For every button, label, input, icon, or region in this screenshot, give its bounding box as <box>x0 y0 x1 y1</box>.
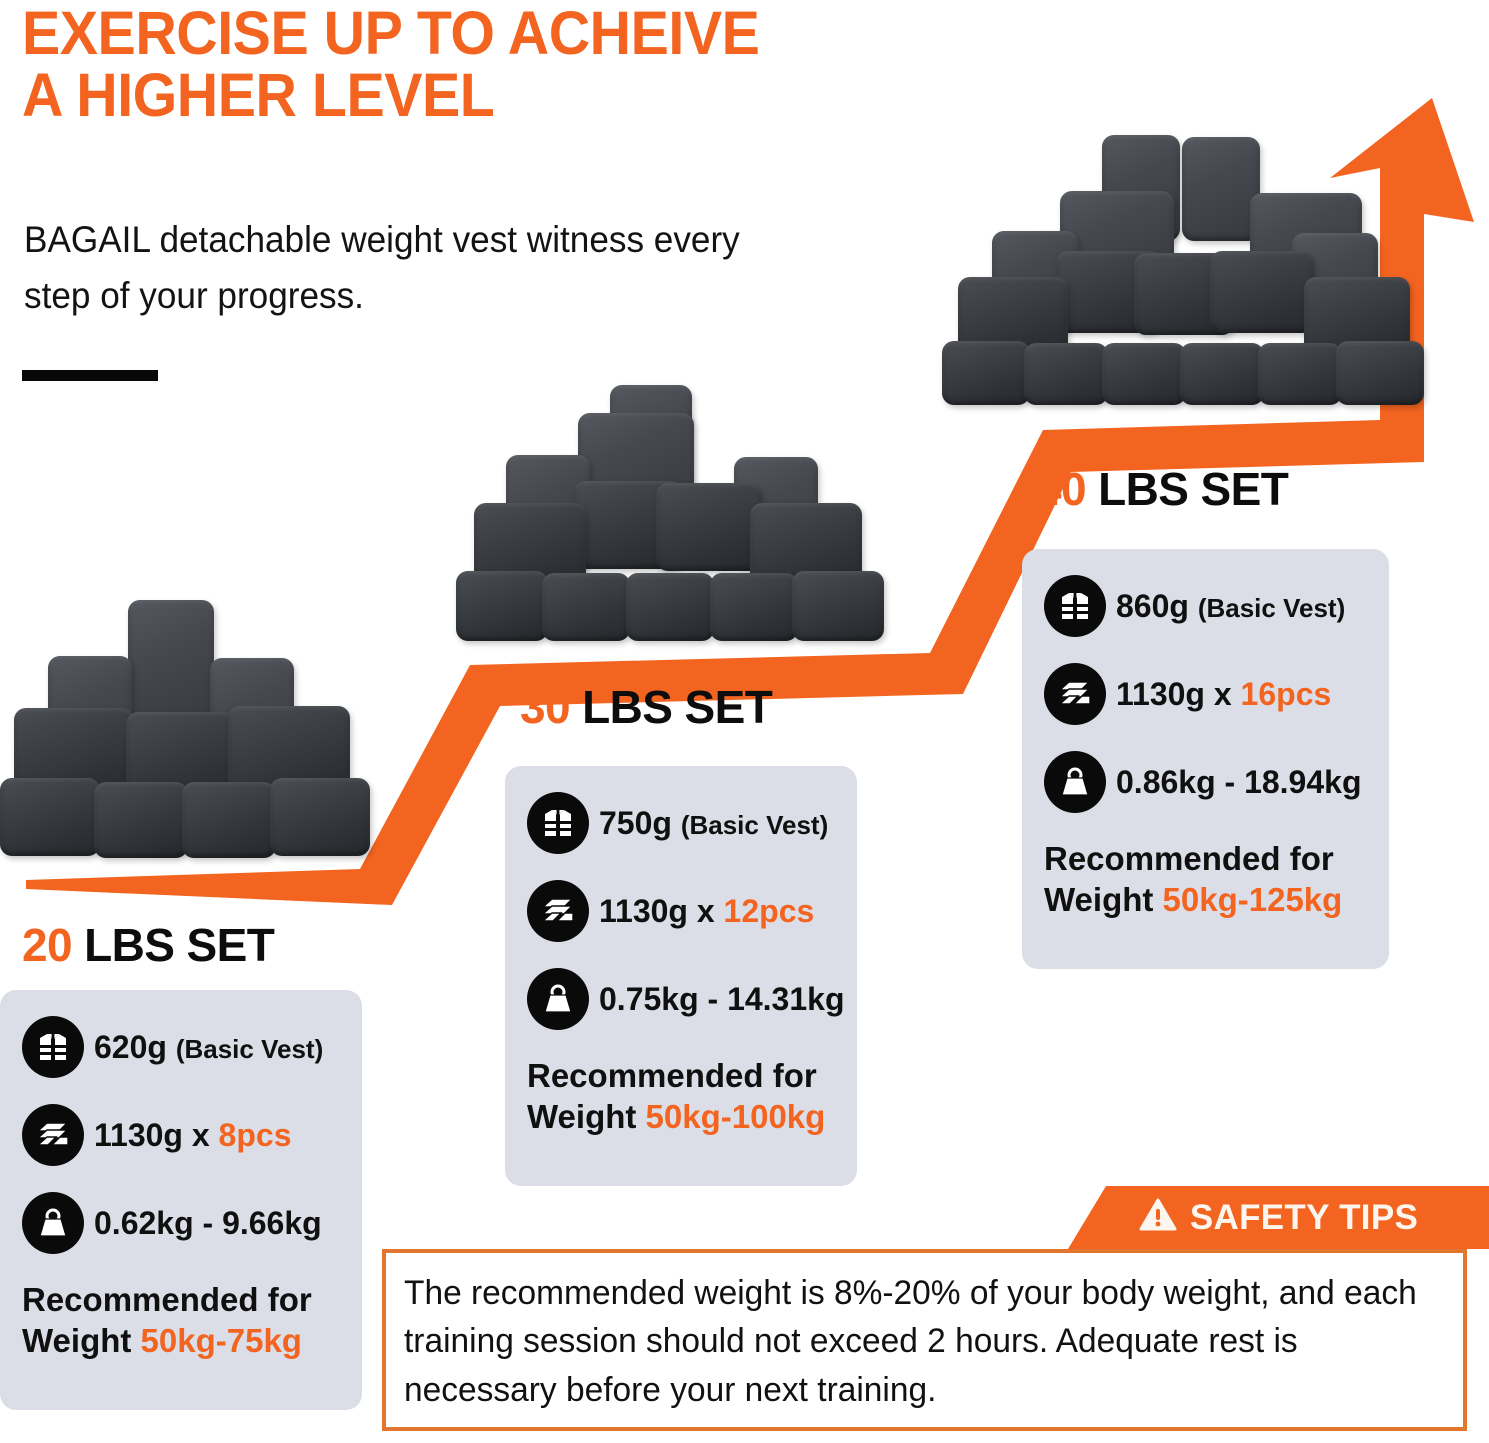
safety-tips-banner: SAFETY TIPS <box>1068 1186 1489 1249</box>
plate-count-value: 16pcs <box>1240 675 1332 712</box>
weight-plate <box>942 341 1030 405</box>
weight-plate <box>1024 343 1108 405</box>
weight-plate <box>1210 251 1314 333</box>
weight-plate <box>626 573 714 641</box>
spec-row-plate-count: 1130g x 8pcs <box>22 1104 342 1166</box>
weight-plate <box>94 782 188 858</box>
vest-weight-text: 860g (Basic Vest) <box>1116 588 1345 625</box>
weight-bars-icon <box>527 880 589 942</box>
plate-count-text: 1130g x 8pcs <box>94 1117 291 1154</box>
safety-vest-icon <box>22 1016 84 1078</box>
spec-card-20: 620g (Basic Vest) 1130g x 8pcs <box>0 990 362 1410</box>
plate-count-text: 1130g x 12pcs <box>599 893 814 930</box>
weight-plate <box>1182 137 1260 241</box>
spec-row-vest-weight: 860g (Basic Vest) <box>1044 575 1369 637</box>
set-title-text-40: LBS SET <box>1085 463 1289 515</box>
weight-plate <box>456 571 548 641</box>
weight-bars-icon <box>1044 663 1106 725</box>
weight-plate <box>182 782 276 858</box>
weight-plate <box>1336 341 1424 405</box>
weight-plate <box>1180 343 1264 405</box>
weight-plate <box>270 778 370 856</box>
weight-plate <box>128 600 214 730</box>
safety-tips-box: The recommended weight is 8%-20% of your… <box>382 1249 1467 1431</box>
spec-card-40: 860g (Basic Vest) 1130g x 16pcs <box>1022 549 1389 969</box>
plate-count-value: 8pcs <box>218 1116 292 1153</box>
page-title-line-1: EXERCISE UP TO ACHEIVE <box>22 0 760 67</box>
safety-tips-text: The recommended weight is 8%-20% of your… <box>404 1274 1417 1409</box>
weight-plate <box>792 571 884 641</box>
plate-unit-weight: 1130g x <box>1116 675 1241 712</box>
plate-count-text: 1130g x 16pcs <box>1116 676 1331 713</box>
spec-row-weight-range: 0.86kg - 18.94kg <box>1044 751 1369 813</box>
plate-count-value: 12pcs <box>723 892 815 929</box>
vest-weight-value: 860g <box>1116 587 1189 624</box>
set-title-30: 30 LBS SET <box>520 680 773 734</box>
vest-weight-note: (Basic Vest) <box>175 1033 324 1064</box>
set-title-text-20: LBS SET <box>71 919 275 971</box>
weight-plate <box>1258 343 1342 405</box>
vest-weight-value: 620g <box>94 1028 167 1065</box>
recommended-weight-30: Recommended for Weight 50kg-100kg <box>527 1056 837 1138</box>
vest-weight-note: (Basic Vest) <box>1197 592 1346 623</box>
kettle-weight-icon <box>527 968 589 1030</box>
recommended-label: Recommended for <box>1044 840 1334 877</box>
weight-plate-stack-40 <box>920 135 1424 405</box>
recommended-label-2: Weight <box>1044 880 1163 918</box>
set-title-text-30: LBS SET <box>569 681 773 733</box>
vest-weight-text: 620g (Basic Vest) <box>94 1029 323 1066</box>
set-title-40: 40 LBS SET <box>1036 462 1289 516</box>
title-divider <box>22 370 158 381</box>
weight-range-value: 0.75kg - 14.31kg <box>599 980 845 1017</box>
recommended-range: 50kg-125kg <box>1162 880 1343 918</box>
kettle-weight-icon <box>22 1192 84 1254</box>
plate-unit-weight: 1130g x <box>94 1116 219 1153</box>
set-number-30: 30 <box>520 681 571 733</box>
weight-plate <box>542 573 630 641</box>
set-number-40: 40 <box>1036 463 1087 515</box>
plate-unit-weight: 1130g x <box>599 892 724 929</box>
weight-plate <box>0 778 100 856</box>
recommended-label-2: Weight <box>22 1321 141 1359</box>
spec-row-vest-weight: 750g (Basic Vest) <box>527 792 837 854</box>
recommended-range: 50kg-75kg <box>140 1321 302 1359</box>
weight-plate <box>710 573 798 641</box>
safety-tips-label: SAFETY TIPS <box>1189 1197 1419 1237</box>
weight-range-value: 0.62kg - 9.66kg <box>94 1204 322 1241</box>
weight-bars-icon <box>22 1104 84 1166</box>
page-subtitle: BAGAIL detachable weight vest witness ev… <box>24 219 740 317</box>
weight-plate-stack-30 <box>450 385 884 641</box>
vest-weight-note: (Basic Vest) <box>680 809 829 840</box>
recommended-range: 50kg-100kg <box>645 1097 826 1135</box>
weight-plate <box>1102 343 1186 405</box>
spec-card-30: 750g (Basic Vest) 1130g x 12pcs <box>505 766 857 1186</box>
spec-row-weight-range: 0.75kg - 14.31kg <box>527 968 844 1030</box>
weight-plate <box>656 483 762 571</box>
safety-vest-icon <box>527 792 589 854</box>
safety-vest-icon <box>1044 575 1106 637</box>
warning-triangle-icon <box>1139 1198 1177 1237</box>
recommended-label: Recommended for <box>527 1057 817 1094</box>
weight-range-value: 0.86kg - 18.94kg <box>1116 763 1362 800</box>
page-title: EXERCISE UP TO ACHEIVE A HIGHER LEVEL <box>22 0 971 130</box>
set-number-20: 20 <box>22 919 73 971</box>
set-title-20: 20 LBS SET <box>22 918 275 972</box>
recommended-label: Recommended for <box>22 1281 312 1318</box>
vest-weight-text: 750g (Basic Vest) <box>599 805 828 842</box>
recommended-weight-40: Recommended for Weight 50kg-125kg <box>1044 839 1369 921</box>
weight-plate-stack-20 <box>0 600 380 870</box>
spec-row-plate-count: 1130g x 12pcs <box>527 880 837 942</box>
recommended-weight-20: Recommended for Weight 50kg-75kg <box>22 1280 342 1362</box>
kettle-weight-icon <box>1044 751 1106 813</box>
spec-row-vest-weight: 620g (Basic Vest) <box>22 1016 342 1078</box>
recommended-label-2: Weight <box>527 1097 646 1135</box>
page-title-line-2: A HIGHER LEVEL <box>22 61 495 130</box>
vest-weight-value: 750g <box>599 804 672 841</box>
spec-row-plate-count: 1130g x 16pcs <box>1044 663 1369 725</box>
spec-row-weight-range: 0.62kg - 9.66kg <box>22 1192 342 1254</box>
